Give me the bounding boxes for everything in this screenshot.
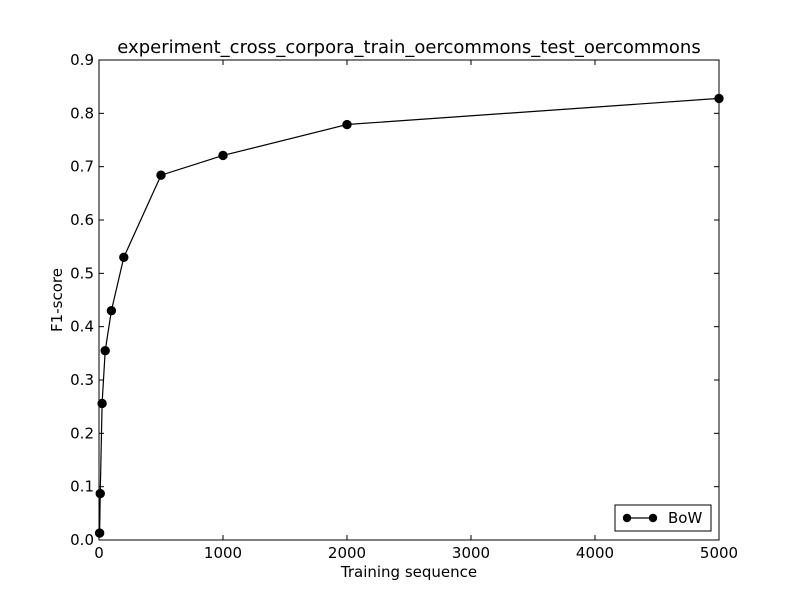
y-tick-label: 0.5 <box>70 264 94 282</box>
y-tick-label: 0.0 <box>70 531 94 549</box>
axes-frame <box>98 59 720 541</box>
data-point <box>218 150 228 161</box>
data-point <box>97 398 107 409</box>
y-tick-label: 0.8 <box>70 104 94 122</box>
data-point <box>106 305 117 316</box>
chart-title: experiment_cross_corpora_train_oercommon… <box>117 37 700 58</box>
data-point <box>100 345 110 356</box>
x-tick-label: 0 <box>94 544 104 562</box>
y-tick-label: 0.1 <box>70 478 94 496</box>
data-point <box>119 252 129 263</box>
y-tick-label: 0.9 <box>70 51 94 69</box>
data-point <box>342 119 352 130</box>
y-tick-label: 0.2 <box>70 424 94 442</box>
y-tick-label: 0.4 <box>70 318 94 336</box>
x-tick-label: 1000 <box>204 544 242 562</box>
series-line-bow <box>99 97 720 534</box>
y-tick-label: 0.6 <box>70 211 94 229</box>
data-point <box>95 488 105 499</box>
x-axis-label: Training sequence <box>340 563 477 581</box>
y-tick-label: 0.3 <box>70 371 94 389</box>
plot-area: 0 1000 2000 3000 4000 5000 0.0 0.1 0.2 0.3 0.4 0.5 0… <box>70 51 738 562</box>
data-point <box>94 528 105 538</box>
x-tick-label: 2000 <box>328 544 366 562</box>
legend-marker <box>622 513 632 523</box>
legend-marker <box>648 513 658 523</box>
y-axis-label: F1-score <box>48 268 66 332</box>
legend-label: BoW <box>668 509 702 527</box>
y-tick-label: 0.7 <box>70 158 94 176</box>
data-point <box>714 93 724 104</box>
data-point <box>156 170 166 180</box>
x-tick-label: 5000 <box>700 544 738 562</box>
legend: BoW <box>614 504 712 532</box>
x-tick-label: 3000 <box>452 544 490 562</box>
x-tick-label: 4000 <box>576 544 614 562</box>
